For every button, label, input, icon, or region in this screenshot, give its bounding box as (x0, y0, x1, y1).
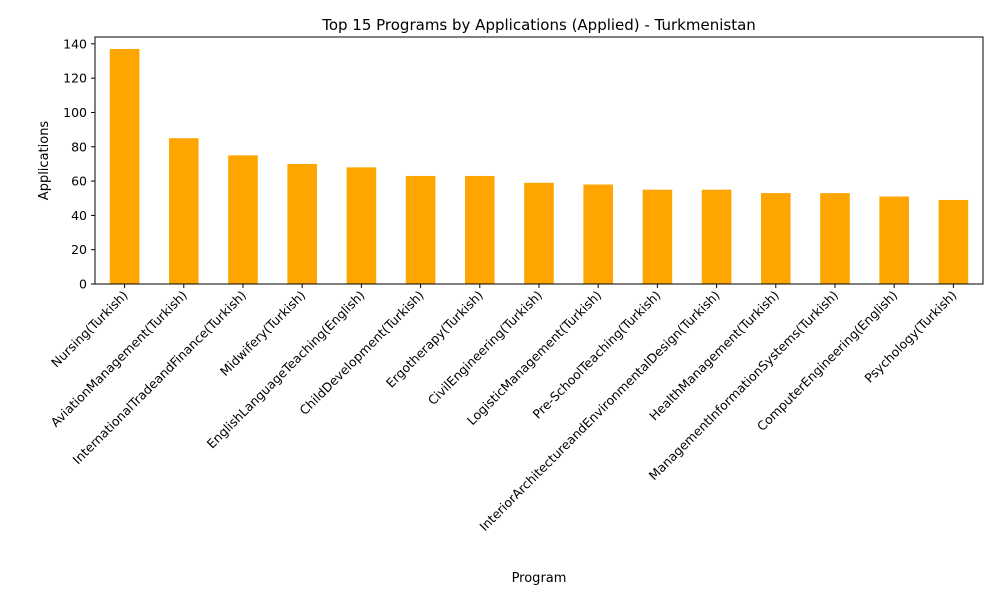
y-tick-label: 40 (71, 208, 87, 223)
plot-frame (94, 36, 984, 285)
y-tick-label: 0 (79, 277, 87, 292)
y-tick-label: 80 (71, 139, 87, 154)
bars-group (109, 49, 969, 284)
y-axis: 0 20 40 60 80 100 120 140 (63, 36, 95, 292)
bar-12 (761, 193, 791, 284)
y-tick-label: 100 (63, 105, 87, 120)
bar-2 (169, 138, 199, 284)
bar-4 (287, 163, 317, 284)
x-tick-label: Pre-SchoolTeaching(Turkish) (529, 288, 663, 422)
y-tick-label: 120 (63, 71, 87, 86)
x-tick-label: Ergotherapy(Turkish) (383, 288, 486, 391)
bar-3 (228, 155, 258, 284)
bar-15 (938, 199, 969, 284)
x-tick-label: ChildDevelopment(Turkish) (296, 288, 426, 418)
y-tick-label: 20 (71, 242, 87, 257)
bar-6 (405, 175, 436, 284)
bar-8 (524, 182, 554, 284)
bar-5 (346, 167, 377, 284)
bar-1 (109, 49, 140, 284)
y-axis-label: Applications (37, 121, 52, 201)
bar-14 (879, 196, 909, 284)
x-axis: Nursing(Turkish)AviationManagement(Turki… (48, 284, 960, 534)
x-axis-label: Program (512, 571, 567, 586)
chart-title: Top 15 Programs by Applications (Applied… (321, 16, 756, 34)
bar-13 (820, 193, 850, 284)
y-tick-label: 140 (63, 36, 87, 51)
y-tick-label: 60 (71, 174, 87, 189)
bar-11 (701, 189, 732, 284)
bar-9 (583, 184, 613, 284)
x-tick-label: CivilEngineering(Turkish) (425, 288, 545, 408)
bar-10 (642, 189, 673, 284)
bar-7 (465, 175, 495, 284)
